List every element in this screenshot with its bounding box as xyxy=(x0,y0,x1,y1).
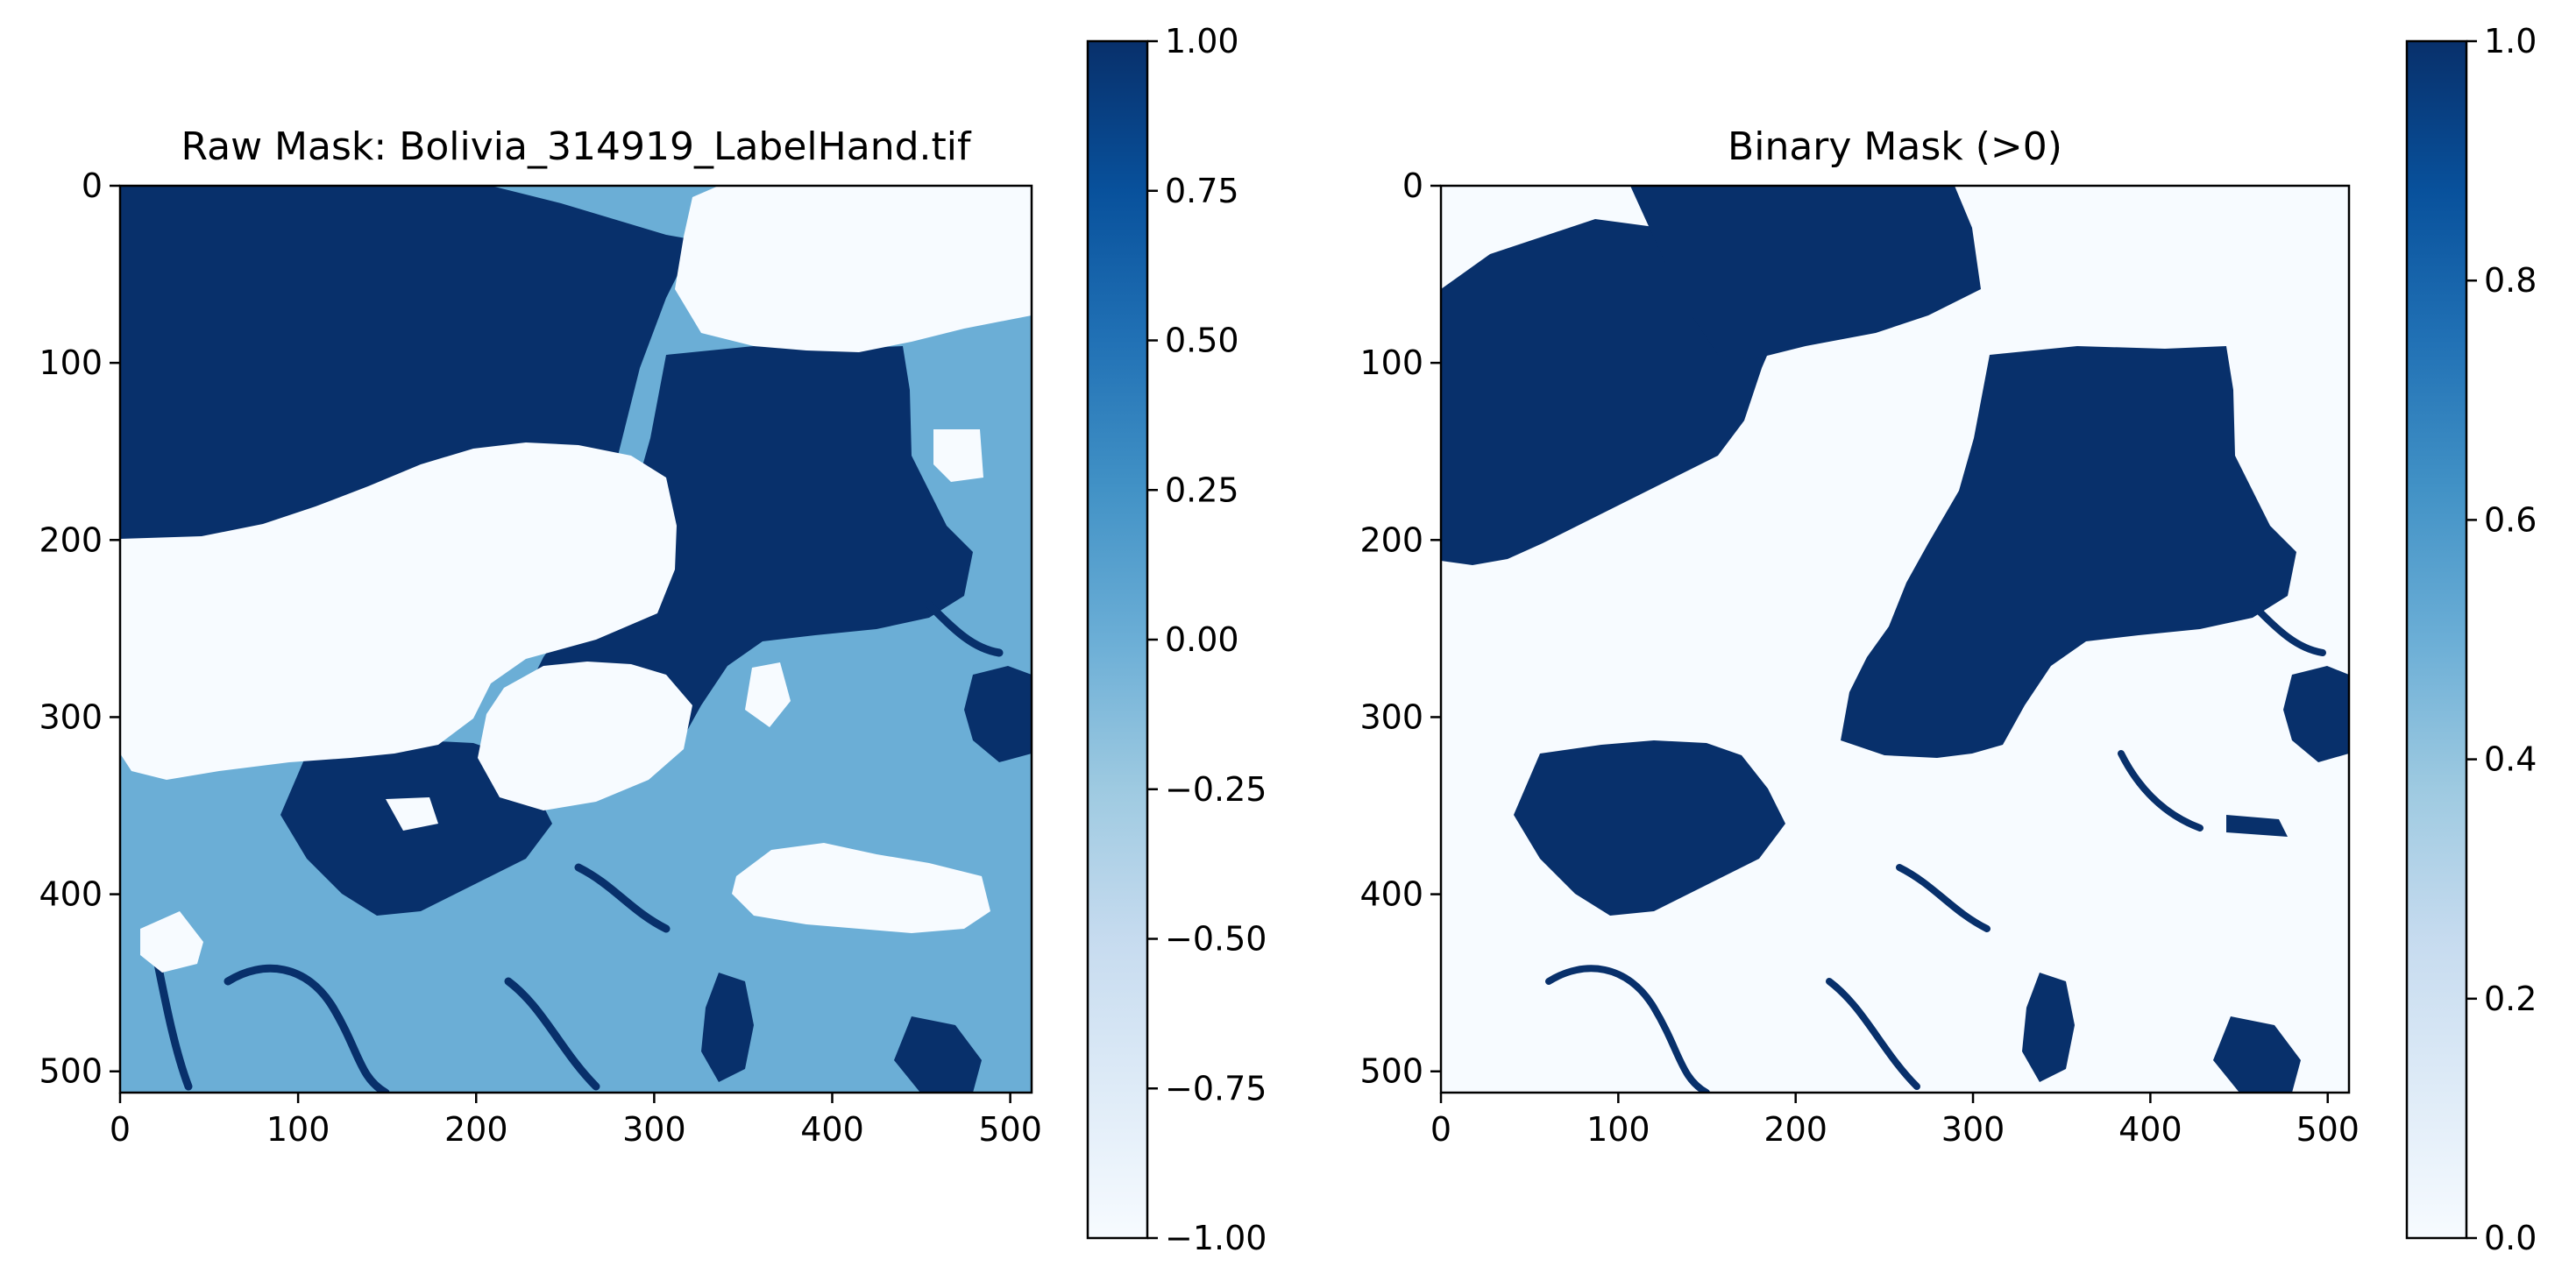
binary-mask-x-tick-label: 300 xyxy=(1941,1110,2005,1149)
binary-mask-x-axis: 0 100 200 300 400 500 xyxy=(1430,1093,2360,1149)
raw-mask-colorbar-tick-label: 0.75 xyxy=(1165,172,1239,210)
binary-mask-y-tick-label: 0 xyxy=(1402,166,1423,205)
raw-mask-colorbar-tick-label: −1.00 xyxy=(1165,1219,1267,1257)
binary-mask-axes-frame xyxy=(1439,184,2351,1094)
raw-river-streak-4 xyxy=(925,600,1004,657)
binary-mask-colorbar-tick-label: 0.2 xyxy=(2484,980,2537,1018)
raw-mask-axes-frame xyxy=(118,184,1033,1094)
raw-light-region-center xyxy=(478,662,692,810)
binary-mask-colorbar-tick-label: 0.0 xyxy=(2484,1219,2537,1257)
raw-mask-y-tick-label: 200 xyxy=(39,520,103,559)
binary-river-streak-2 xyxy=(1826,978,1920,1090)
binary-dark-blob-bottom-right xyxy=(2213,1016,2301,1093)
raw-dark-region-center xyxy=(517,346,973,758)
raw-dark-blob-east xyxy=(964,666,1032,762)
binary-mask-x-tick-label: 200 xyxy=(1763,1110,1827,1149)
raw-mask-x-tick-label: 0 xyxy=(110,1110,131,1149)
binary-mask-colorbar-ticks: 1.0 0.8 0.6 0.4 0.2 0.0 xyxy=(2466,22,2537,1257)
binary-mask-y-tick-label: 400 xyxy=(1359,875,1423,914)
binary-river-streak-5 xyxy=(2118,750,2203,832)
binary-mask-y-axis: 0 100 200 300 400 500 xyxy=(1359,166,1441,1091)
raw-light-blob-center-west xyxy=(386,797,438,831)
binary-mask-x-tick-label: 0 xyxy=(1430,1110,1451,1149)
binary-mask-panel: Binary Mask (>0) 0 100 200 300 xyxy=(1359,22,2537,1257)
raw-mask-x-tick-label: 300 xyxy=(622,1110,686,1149)
raw-light-blob-small xyxy=(745,662,791,727)
raw-mask-x-axis: 0 100 200 300 400 500 xyxy=(110,1093,1042,1149)
raw-mask-y-tick-label: 100 xyxy=(39,343,103,382)
binary-mask-colorbar-tick-label: 1.0 xyxy=(2484,22,2537,60)
raw-mask-x-tick-label: 100 xyxy=(266,1110,330,1149)
raw-light-blob-southwest xyxy=(140,911,203,973)
binary-mask-image xyxy=(1441,186,2349,1093)
raw-river-streak-5 xyxy=(153,959,193,1091)
raw-light-blob-east xyxy=(933,429,983,482)
raw-mask-y-tick-label: 400 xyxy=(39,875,103,914)
binary-mask-x-tick-label: 100 xyxy=(1586,1110,1650,1149)
binary-mask-y-tick-label: 100 xyxy=(1359,343,1423,382)
binary-dark-region-center xyxy=(1841,346,2296,758)
binary-river-streak-3 xyxy=(1896,864,1991,932)
raw-mask-panel: Raw Mask: Bolivia_314919_LabelHand.tif xyxy=(39,22,1267,1257)
binary-mask-y-tick-label: 500 xyxy=(1359,1052,1423,1091)
raw-mask-colorbar-tick-label: −0.25 xyxy=(1165,770,1267,809)
raw-mask-colorbar-tick-label: 1.00 xyxy=(1165,22,1239,60)
raw-mask-title: Raw Mask: Bolivia_314919_LabelHand.tif xyxy=(181,124,972,169)
binary-mask-colorbar-bar xyxy=(2405,39,2468,1240)
binary-river-streak-4 xyxy=(2249,601,2326,656)
binary-dark-blob-southeast xyxy=(2022,973,2075,1082)
raw-river-streak-1 xyxy=(224,964,390,1093)
raw-mask-colorbar-tick-label: 0.00 xyxy=(1165,620,1239,659)
raw-mask-colorbar-tick-label: −0.50 xyxy=(1165,920,1267,959)
raw-mask-x-tick-label: 500 xyxy=(978,1110,1042,1149)
binary-mask-colorbar-tick-label: 0.4 xyxy=(2484,740,2537,779)
raw-mask-colorbar-tick-label: 0.25 xyxy=(1165,471,1239,509)
raw-dark-blob-southeast xyxy=(701,973,754,1082)
binary-mask-title: Binary Mask (>0) xyxy=(1728,124,2062,169)
raw-river-streak-3 xyxy=(574,863,671,933)
raw-mask-colorbar-bar xyxy=(1086,39,1149,1240)
raw-dark-blob-bottom-right xyxy=(894,1016,982,1093)
raw-light-region-northeast xyxy=(675,186,1032,352)
binary-dark-region-southwest xyxy=(1514,740,1785,916)
raw-mask-colorbar-ticks: 1.00 0.75 0.50 0.25 0.00 −0.25 −0.50 −0.75 −1.00 xyxy=(1147,22,1267,1257)
binary-dark-region-north xyxy=(1630,186,1981,359)
binary-river-streak-1 xyxy=(1545,965,1710,1093)
binary-dark-strip-right xyxy=(2226,815,2288,837)
raw-mask-x-tick-label: 400 xyxy=(800,1110,864,1149)
raw-mask-colorbar: 1.00 0.75 0.50 0.25 0.00 −0.25 −0.50 −0.75 −1.00 xyxy=(1086,22,1267,1257)
raw-light-region-west xyxy=(120,442,677,780)
raw-mask-y-axis: 0 100 200 300 400 500 xyxy=(39,166,120,1091)
raw-mask-y-tick-label: 300 xyxy=(39,697,103,736)
binary-mask-y-tick-label: 200 xyxy=(1359,520,1423,559)
binary-mask-x-tick-label: 500 xyxy=(2296,1110,2360,1149)
binary-mask-y-tick-label: 300 xyxy=(1359,697,1423,736)
raw-mask-x-tick-label: 200 xyxy=(444,1110,508,1149)
binary-mask-colorbar: 1.0 0.8 0.6 0.4 0.2 0.0 xyxy=(2405,22,2537,1257)
raw-mask-colorbar-tick-label: 0.50 xyxy=(1165,322,1239,360)
raw-mask-image xyxy=(120,186,1032,1093)
raw-mask-y-tick-label: 0 xyxy=(82,166,103,205)
raw-mask-y-tick-label: 500 xyxy=(39,1052,103,1091)
raw-mask-colorbar-tick-label: −0.75 xyxy=(1165,1069,1267,1108)
raw-light-region-southeast xyxy=(732,843,990,933)
binary-mask-colorbar-tick-label: 0.6 xyxy=(2484,500,2537,539)
raw-river-streak-2 xyxy=(504,977,600,1091)
binary-mask-x-tick-label: 400 xyxy=(2118,1110,2182,1149)
binary-dark-blob-east xyxy=(2283,666,2349,762)
binary-mask-colorbar-tick-label: 0.8 xyxy=(2484,261,2537,300)
